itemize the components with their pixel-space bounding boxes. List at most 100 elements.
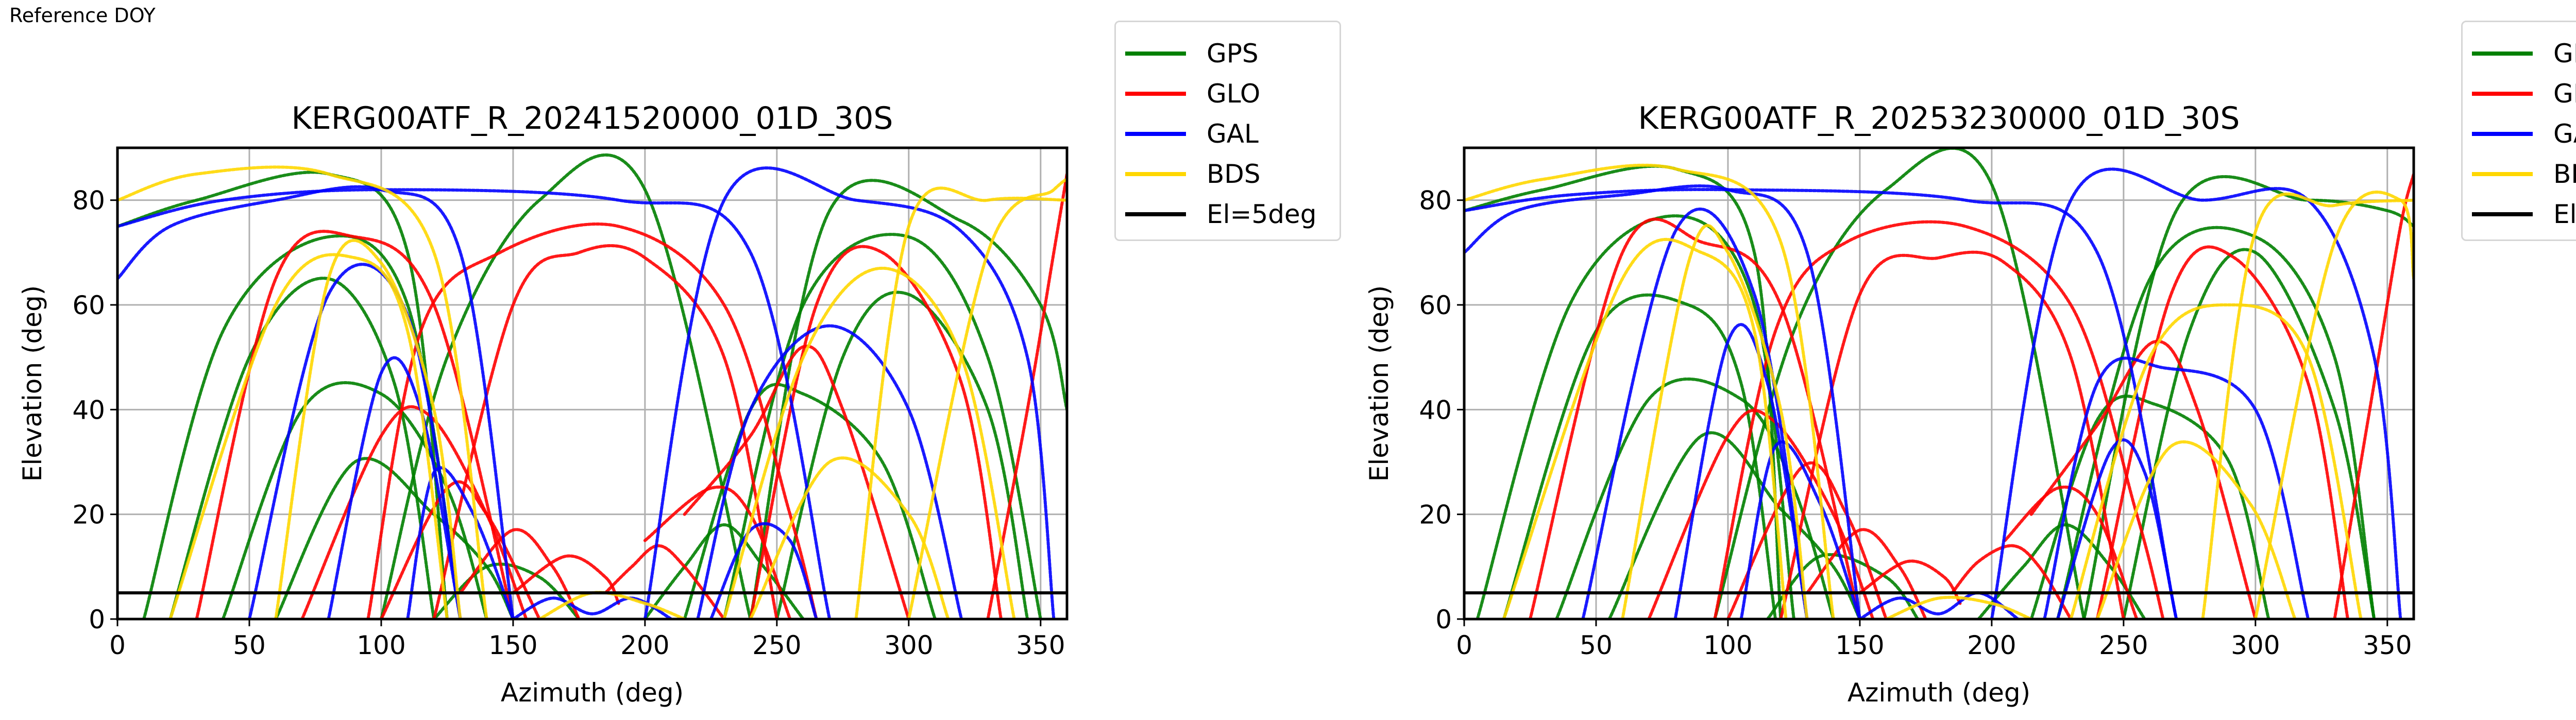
track-glo — [1951, 544, 2073, 619]
track-gps — [1555, 378, 1835, 619]
legend-swatch — [2472, 212, 2533, 216]
track-gal — [117, 188, 832, 619]
track-bds — [2201, 192, 2414, 619]
legend-swatch — [1125, 132, 1186, 136]
legend-swatch — [1125, 172, 1186, 176]
track-gal — [1858, 591, 2020, 619]
x-tick-label: 350 — [1016, 630, 1065, 660]
tracks — [117, 153, 1067, 619]
x-axis-label: Azimuth (deg) — [501, 678, 684, 708]
track-glo — [511, 554, 620, 605]
legend-item-bds: BDS — [1125, 154, 1340, 194]
y-tick-label: 20 — [72, 500, 105, 530]
x-tick-label: 200 — [620, 630, 669, 660]
track-bds — [749, 456, 950, 619]
y-tick-label: 80 — [72, 186, 105, 216]
track-gal — [1581, 208, 1809, 619]
track-gal — [247, 263, 462, 619]
track-gps — [1713, 148, 2086, 619]
legend-label: GPS — [2553, 39, 2576, 68]
track-bds — [274, 238, 462, 619]
track-gps — [1464, 164, 1783, 619]
track-gps — [775, 290, 1029, 619]
x-tick-label: 150 — [488, 630, 537, 660]
track-bds — [168, 253, 449, 619]
track-glo — [1726, 461, 1888, 619]
track-bds — [538, 591, 686, 619]
legend-label: GLO — [2553, 79, 2576, 109]
y-tick-label: 20 — [1419, 500, 1452, 530]
legend-swatch — [1125, 212, 1186, 216]
track-glo — [2003, 485, 2139, 619]
x-tick-label: 50 — [233, 630, 266, 660]
y-axis-label: Elevation (deg) — [1364, 285, 1394, 482]
tracks — [1464, 148, 2414, 619]
track-glo — [2333, 172, 2414, 619]
track-bds — [2095, 440, 2297, 619]
track-gps — [722, 233, 1042, 619]
legend-1: GPS GLO GAL BDS El=5deg — [1114, 21, 1341, 241]
track-bds — [117, 165, 488, 619]
track-gal — [2056, 438, 2178, 619]
track-gps — [1607, 431, 1861, 619]
legend-label: GAL — [1207, 119, 1259, 149]
legend-item-el-5deg: El=5deg — [2472, 194, 2576, 234]
track-bds — [1464, 163, 1835, 619]
track-gal — [1990, 167, 2402, 619]
legend-label: GPS — [1207, 39, 1259, 68]
track-bds — [907, 178, 1067, 619]
chart-panel-2: 0 50 100 150 200 250 300 350 0 20 40 60 80 Azimuth (d… — [1347, 0, 2576, 720]
track-gal — [709, 522, 818, 619]
track-glo — [379, 480, 541, 619]
legend-2: GPS GLO GAL BDS El=5deg — [2461, 21, 2576, 241]
track-gal — [643, 166, 1056, 619]
track-glo — [300, 405, 528, 619]
x-tick-label: 300 — [2231, 630, 2280, 660]
chart-title: KERG00ATF_R_20241520000_01D_30S — [292, 100, 893, 136]
track-gal — [2043, 356, 2310, 619]
track-gps — [1476, 214, 1795, 619]
track-bds — [722, 266, 1016, 619]
track-bds — [2253, 191, 2414, 619]
legend-item-gps: GPS — [1125, 33, 1340, 74]
legend-label: GLO — [1207, 79, 1261, 109]
track-bds — [854, 186, 1067, 619]
legend-label: El=5deg — [1207, 199, 1317, 229]
track-gal — [1673, 323, 1809, 619]
track-gps — [2056, 226, 2376, 619]
axes-frame — [116, 146, 1069, 621]
legend-item-bds: BDS — [2472, 154, 2576, 194]
track-glo — [366, 222, 818, 619]
y-tick-label: 40 — [1419, 395, 1452, 425]
axes-frame — [1463, 146, 2415, 621]
chart-panel-1: 0 50 100 150 200 250 300 350 0 20 40 60 80 Azimuth (d… — [18, 21, 1341, 708]
y-tick-label: 80 — [1419, 186, 1452, 216]
legend-swatch — [1125, 92, 1186, 96]
track-glo — [643, 485, 792, 619]
x-tick-label: 350 — [2363, 630, 2412, 660]
legend-item-el-5deg: El=5deg — [1125, 194, 1340, 234]
x-tick-label: 300 — [884, 630, 933, 660]
x-axis-label: Azimuth (deg) — [1848, 678, 2030, 708]
track-bds — [1621, 224, 1809, 619]
legend-item-gal: GAL — [2472, 114, 2576, 154]
track-glo — [749, 245, 1003, 619]
track-gps — [1977, 523, 2146, 619]
x-tick-label: 0 — [1456, 630, 1472, 660]
x-tick-label: 0 — [109, 630, 126, 660]
legend-item-glo: GLO — [2472, 74, 2576, 114]
track-gps — [1502, 293, 1777, 619]
chart-title: KERG00ATF_R_20253230000_01D_30S — [1638, 100, 2240, 136]
y-tick-label: 60 — [1419, 290, 1452, 320]
legend-label: BDS — [2553, 159, 2576, 189]
legend-label: El=5deg — [2553, 199, 2576, 229]
track-glo — [1858, 559, 1962, 605]
track-gal — [1739, 440, 1861, 619]
y-tick-label: 0 — [89, 605, 105, 635]
track-glo — [1647, 408, 1875, 619]
track-gps — [2122, 248, 2376, 619]
track-gps — [221, 381, 488, 619]
track-gps — [379, 153, 752, 619]
track-gal — [327, 356, 462, 619]
legend-item-gal: GAL — [1125, 114, 1340, 154]
